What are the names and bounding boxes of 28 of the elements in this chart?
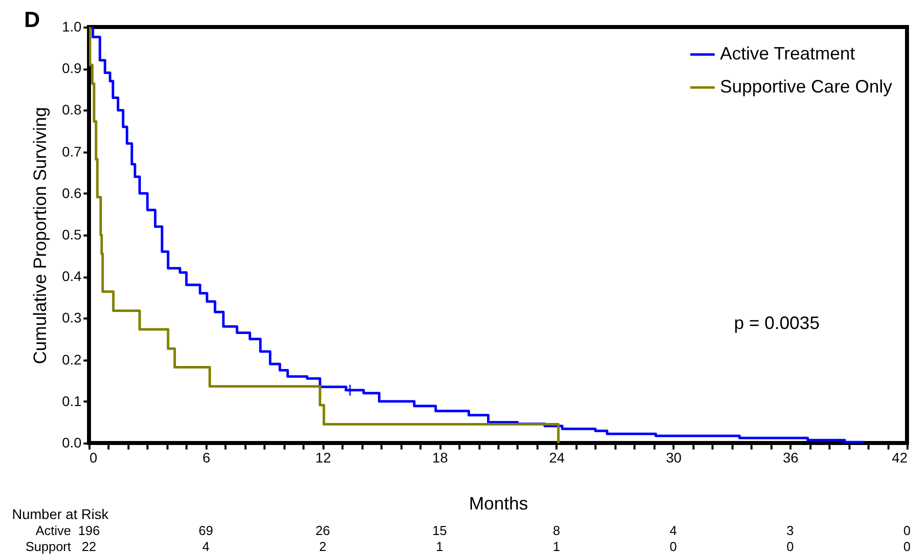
- legend-label: Active Treatment: [720, 44, 856, 64]
- y-tick-label: 0.8: [62, 102, 82, 118]
- y-tick-label: 0.3: [62, 310, 82, 326]
- x-tick-label: 6: [202, 450, 210, 466]
- y-tick-label: 0.5: [62, 226, 82, 242]
- text: Support 22 4 2 1 1 0 0 0: [25, 539, 911, 554]
- y-tick-label: 0.9: [62, 60, 82, 76]
- x-tick-label: 42: [892, 450, 908, 466]
- x-tick-label: 36: [782, 450, 799, 466]
- y-tick-label: 0.1: [62, 392, 82, 409]
- x-tick-label: 30: [666, 450, 682, 466]
- x-tick-label: 0: [90, 450, 98, 466]
- y-tick-label: 0.6: [62, 184, 82, 201]
- legend-label: Supportive Care Only: [720, 76, 892, 96]
- y-tick-label: 1.0: [62, 18, 82, 34]
- y-tick-label: 0.7: [62, 143, 82, 160]
- x-tick-label: 18: [432, 450, 448, 466]
- annotation: p = 0.0035: [734, 313, 820, 333]
- x-tick-label: 12: [315, 450, 332, 466]
- x-tick-label: 24: [549, 450, 565, 466]
- chart-title: D: [24, 7, 40, 32]
- y-axis-title: Cumulative Proportion Surviving: [30, 106, 50, 364]
- text: Number at Risk: [12, 506, 110, 522]
- text: Active 196 69 26 15 8 4 3 0: [36, 523, 911, 538]
- x-axis-title: Months: [468, 494, 528, 514]
- y-tick-label: 0.2: [62, 351, 82, 368]
- y-tick-label: 0.4: [62, 268, 82, 284]
- y-tick-label: 0.0: [62, 434, 82, 450]
